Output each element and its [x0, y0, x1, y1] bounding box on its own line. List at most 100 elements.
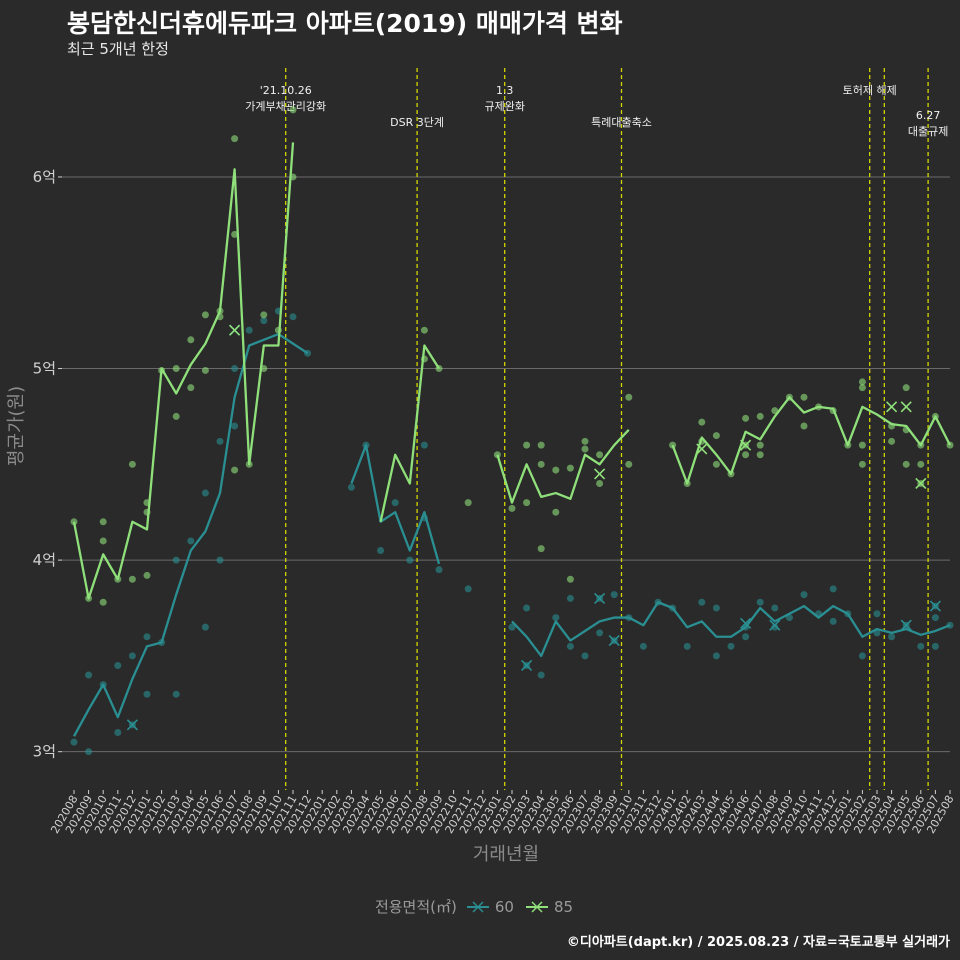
cancel-stroke — [769, 619, 781, 631]
point-85 — [260, 311, 268, 319]
point-60 — [698, 598, 706, 606]
point-85 — [756, 441, 764, 449]
cancel-marker-60 — [521, 659, 533, 672]
legend-label-85: 85 — [553, 897, 574, 916]
point-60 — [771, 623, 779, 631]
legend-title: 전용면적(㎡) — [374, 898, 457, 916]
point-60 — [888, 633, 896, 641]
point-85 — [581, 437, 589, 445]
cancel-marker-60 — [594, 592, 606, 604]
point-60 — [289, 313, 297, 321]
event-annotation: 토허제 해제 — [843, 83, 897, 97]
point-85 — [99, 598, 107, 606]
cancel-stroke — [929, 600, 941, 612]
point-85 — [537, 545, 545, 553]
point-60 — [172, 556, 180, 564]
point-60 — [143, 633, 151, 641]
point-60 — [435, 566, 443, 574]
point-85 — [756, 451, 764, 459]
point-60 — [917, 642, 925, 650]
point-85 — [508, 504, 516, 512]
point-60 — [771, 604, 779, 612]
point-85 — [858, 384, 866, 392]
point-85 — [698, 418, 706, 426]
event-annotation: 대출규제 — [908, 125, 948, 138]
point-85 — [858, 441, 866, 449]
event-annotation: DSR 3단계 — [390, 116, 444, 129]
legend: 전용면적(㎡) 60 85 — [0, 896, 960, 917]
cancel-stroke — [886, 401, 898, 413]
point-60 — [406, 556, 414, 564]
point-85 — [566, 464, 574, 472]
point-60 — [231, 365, 239, 373]
point-85 — [625, 393, 633, 401]
cancel-stroke — [594, 468, 606, 480]
series-line-85 — [671, 396, 952, 485]
legend-item-60: 60 — [466, 898, 514, 916]
point-85 — [902, 384, 910, 392]
chart-subtitle: 최근 5개년 한정 — [67, 40, 169, 58]
point-85 — [566, 575, 574, 583]
y-tick-label: 6억 — [33, 168, 56, 186]
cancel-stroke — [521, 659, 533, 672]
point-85 — [552, 508, 560, 516]
point-60 — [377, 547, 385, 555]
point-85 — [464, 499, 472, 507]
point-60 — [216, 437, 224, 445]
cancel-marker-85 — [900, 401, 912, 413]
point-60 — [712, 604, 720, 612]
cancel-marker-60 — [126, 719, 138, 731]
event-annotation: 특례대출축소 — [591, 116, 652, 129]
cancel-stroke — [126, 719, 138, 731]
point-60 — [581, 652, 589, 660]
point-85 — [201, 311, 209, 319]
cancel-stroke — [915, 477, 927, 490]
point-85 — [756, 412, 764, 420]
series-line-85 — [496, 429, 630, 504]
point-60 — [70, 738, 78, 746]
cancel-marker-85 — [886, 401, 898, 413]
point-60 — [610, 591, 618, 599]
point-85 — [800, 422, 808, 430]
point-85 — [858, 460, 866, 468]
point-60 — [201, 489, 209, 497]
point-60 — [143, 690, 151, 698]
point-60 — [172, 690, 180, 698]
point-85 — [231, 466, 239, 474]
point-60 — [114, 729, 122, 737]
point-60 — [508, 623, 516, 631]
legend-item-85: 85 — [525, 897, 574, 916]
series-line-60 — [350, 444, 441, 565]
legend-key-85-icon — [525, 900, 548, 913]
cancel-stroke — [900, 401, 912, 413]
point-85 — [596, 479, 604, 487]
point-60 — [931, 642, 939, 650]
cancel-stroke — [608, 635, 620, 647]
point-85 — [201, 366, 209, 374]
point-85 — [552, 466, 560, 474]
point-60 — [245, 326, 253, 334]
cancel-marker-85 — [740, 439, 752, 451]
point-60 — [829, 617, 837, 625]
series-line-85 — [72, 142, 295, 600]
point-85 — [128, 460, 136, 468]
point-85 — [800, 393, 808, 401]
point-85 — [581, 445, 589, 453]
event-annotation: 가계부채관리강화 — [245, 100, 326, 113]
point-60 — [566, 594, 574, 602]
cancel-marker-60 — [900, 619, 912, 631]
point-85 — [712, 432, 720, 440]
point-60 — [187, 537, 195, 545]
point-60 — [727, 642, 735, 650]
event-annotation: 6.27 — [916, 109, 941, 122]
point-60 — [931, 614, 939, 622]
point-60 — [523, 604, 531, 612]
point-85 — [625, 460, 633, 468]
series-line-60 — [511, 601, 951, 658]
point-85 — [858, 378, 866, 386]
point-85 — [172, 365, 180, 373]
point-60 — [114, 661, 122, 669]
point-60 — [712, 652, 720, 660]
cancel-marker-85 — [696, 443, 708, 455]
